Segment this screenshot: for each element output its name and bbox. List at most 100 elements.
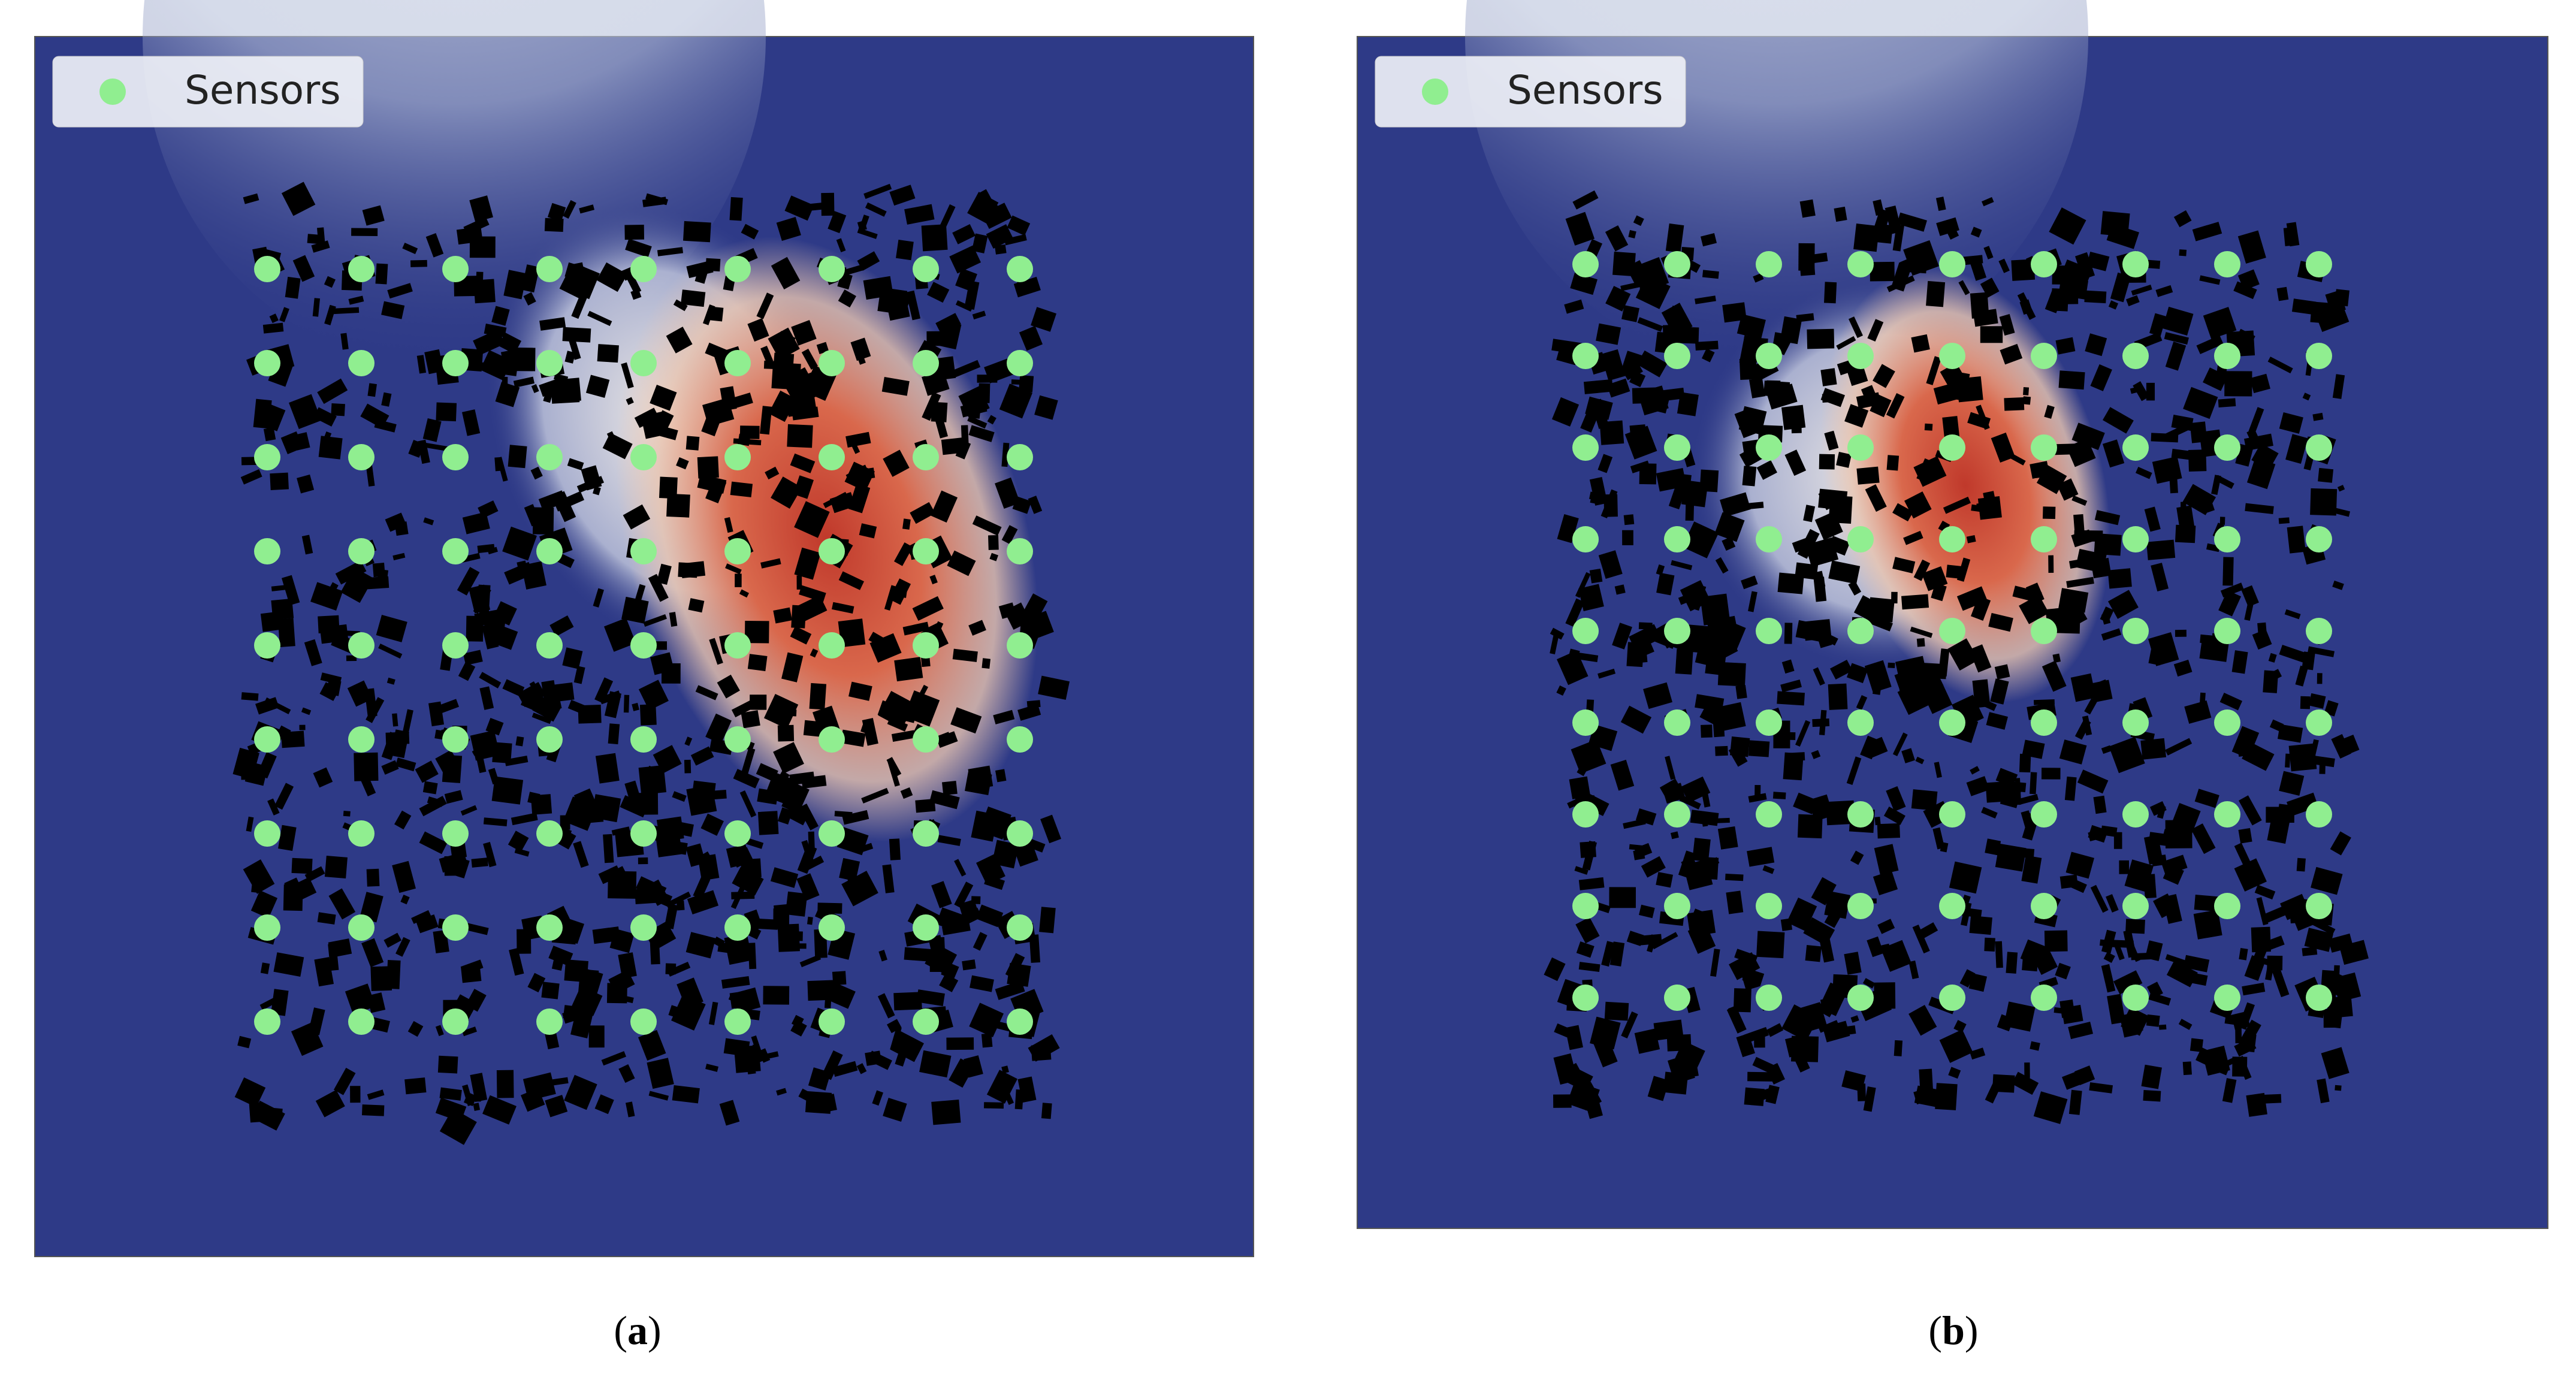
sensor bbox=[1756, 618, 1782, 644]
building bbox=[606, 431, 622, 453]
building bbox=[2203, 307, 2237, 339]
building bbox=[1940, 842, 1949, 853]
building bbox=[1651, 932, 1678, 950]
building bbox=[1738, 961, 1760, 991]
building bbox=[1908, 1005, 1937, 1036]
building bbox=[2101, 628, 2122, 641]
sensor bbox=[2122, 251, 2149, 277]
building bbox=[2146, 539, 2176, 560]
building bbox=[366, 464, 375, 487]
building bbox=[883, 449, 910, 477]
building bbox=[1668, 481, 1688, 509]
building bbox=[657, 247, 684, 256]
building bbox=[2144, 506, 2161, 532]
building bbox=[1589, 568, 1603, 584]
building bbox=[685, 436, 700, 451]
building bbox=[2244, 602, 2254, 621]
building bbox=[765, 466, 780, 480]
building bbox=[460, 805, 478, 816]
building bbox=[2267, 955, 2283, 971]
building bbox=[1916, 458, 1934, 482]
building bbox=[457, 567, 480, 596]
building bbox=[1892, 732, 1908, 757]
building bbox=[2302, 392, 2311, 401]
building bbox=[1811, 877, 1837, 905]
building bbox=[579, 204, 595, 214]
building bbox=[2278, 517, 2290, 524]
building bbox=[453, 857, 470, 878]
building bbox=[593, 588, 604, 608]
building bbox=[968, 620, 986, 636]
building bbox=[1886, 275, 1915, 292]
building bbox=[838, 571, 865, 590]
legend-box bbox=[1375, 56, 1686, 128]
building bbox=[260, 962, 270, 974]
building bbox=[416, 355, 427, 374]
building bbox=[1034, 395, 1058, 420]
building bbox=[331, 307, 360, 315]
building bbox=[741, 710, 760, 729]
sensor bbox=[913, 820, 939, 847]
building bbox=[262, 322, 284, 334]
building bbox=[2019, 753, 2031, 773]
building bbox=[530, 466, 543, 480]
building bbox=[521, 264, 540, 293]
building bbox=[2058, 259, 2092, 293]
sensor bbox=[1847, 709, 1874, 736]
sensor bbox=[2214, 709, 2240, 736]
building bbox=[2287, 526, 2306, 554]
building bbox=[645, 193, 669, 206]
building bbox=[1828, 560, 1861, 584]
building bbox=[794, 501, 830, 538]
building bbox=[2251, 926, 2271, 953]
building bbox=[2279, 771, 2305, 796]
building bbox=[709, 638, 723, 665]
sensor bbox=[1756, 343, 1782, 369]
building bbox=[902, 621, 929, 636]
building bbox=[593, 486, 601, 496]
building bbox=[462, 1084, 474, 1106]
sensor bbox=[1939, 343, 1965, 369]
building bbox=[2199, 692, 2206, 712]
building bbox=[700, 813, 724, 836]
building bbox=[758, 1048, 771, 1063]
building bbox=[798, 1088, 825, 1109]
building bbox=[241, 692, 259, 701]
sensor bbox=[2122, 343, 2149, 369]
building bbox=[1687, 910, 1716, 937]
building bbox=[376, 615, 407, 642]
building bbox=[705, 1064, 718, 1072]
building bbox=[889, 185, 916, 206]
building bbox=[1898, 678, 1916, 693]
building bbox=[2049, 207, 2086, 245]
building bbox=[394, 810, 412, 830]
building bbox=[539, 317, 566, 331]
building bbox=[857, 251, 880, 271]
building bbox=[2194, 894, 2220, 912]
building bbox=[544, 218, 564, 232]
building bbox=[2252, 629, 2272, 650]
building bbox=[2101, 929, 2116, 954]
building bbox=[1574, 866, 1589, 875]
building bbox=[1031, 1044, 1052, 1061]
building bbox=[1985, 838, 2001, 856]
building bbox=[385, 732, 410, 745]
building bbox=[739, 589, 749, 598]
building bbox=[1738, 406, 1767, 435]
building bbox=[439, 1087, 462, 1101]
building bbox=[509, 947, 524, 976]
sensor bbox=[442, 444, 469, 470]
building bbox=[801, 775, 827, 789]
building bbox=[884, 291, 910, 321]
building bbox=[1565, 598, 1585, 627]
building bbox=[1934, 762, 1942, 778]
building bbox=[1580, 411, 1598, 433]
building bbox=[360, 892, 383, 923]
building bbox=[1720, 492, 1751, 517]
building bbox=[1971, 504, 1991, 514]
building bbox=[877, 700, 904, 723]
building bbox=[1846, 756, 1862, 786]
building bbox=[2178, 1019, 2193, 1030]
building bbox=[770, 867, 799, 888]
building bbox=[419, 796, 447, 817]
